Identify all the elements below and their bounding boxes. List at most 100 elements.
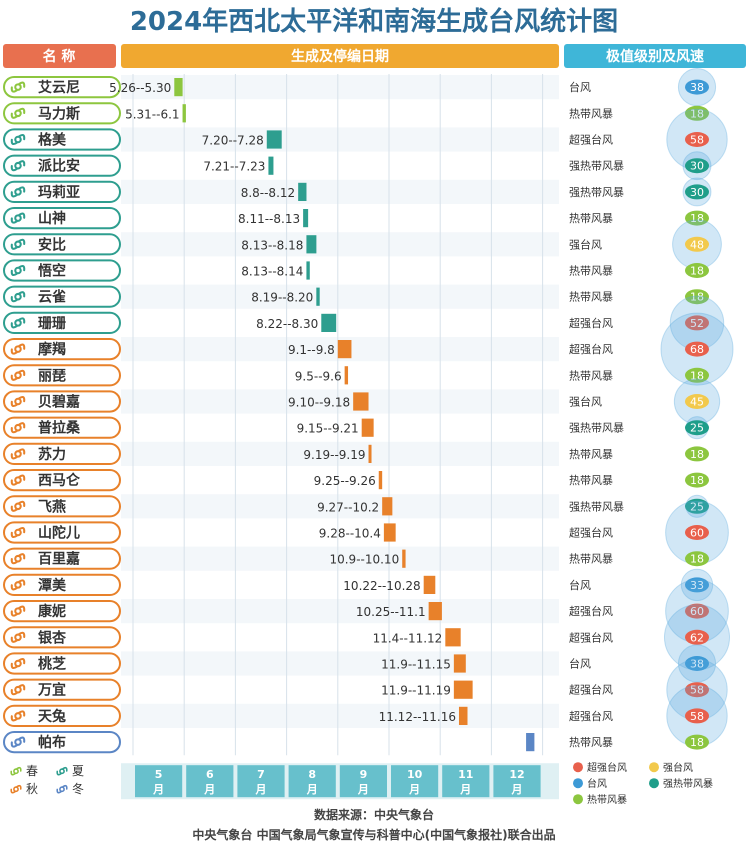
typhoon-name: 银杏 [38, 629, 67, 646]
date-range-label: 10.25--11.1 [356, 605, 426, 619]
duration-bar [268, 156, 274, 175]
row-background [121, 651, 559, 676]
level-label: 热带风暴 [569, 553, 613, 566]
speed-value: 45 [690, 396, 704, 409]
level-label: 超强台风 [569, 709, 613, 723]
speed-pill [685, 236, 709, 252]
duration-bar [182, 104, 186, 123]
level-label: 台风 [569, 657, 591, 671]
row-background [121, 677, 559, 702]
typhoon-name: 潭美 [38, 577, 67, 594]
date-range-label: 11.4--11.12 [373, 631, 443, 645]
date-range-label: 9.25--9.26 [314, 474, 376, 488]
header-dates: 生成及停编日期 [291, 48, 389, 65]
typhoon-name: 安比 [38, 236, 66, 253]
name-capsule [3, 573, 121, 596]
typhoon-icon [10, 657, 26, 670]
name-capsule [3, 678, 121, 701]
duration-bar [303, 209, 309, 228]
typhoon-icon [10, 631, 26, 643]
typhoon-icon-core [14, 581, 22, 589]
row-background [121, 494, 559, 519]
date-range-label: 9.5--9.6 [295, 369, 342, 383]
month-unit: 月 [152, 783, 164, 796]
row-background [121, 206, 559, 231]
typhoon-name: 丽琵 [38, 368, 66, 384]
name-capsule [3, 652, 121, 675]
typhoon-icon-arm [16, 766, 22, 772]
name-capsule [3, 600, 121, 623]
date-range-label: 8.11--8.13 [238, 212, 300, 226]
name-capsule [3, 128, 121, 151]
typhoon-icon-arm [10, 688, 18, 696]
typhoon-icon-arm [10, 636, 18, 643]
typhoon-icon-arm [10, 164, 18, 172]
typhoon-icon-arm [10, 505, 18, 512]
month-unit: 月 [203, 783, 215, 796]
level-label: 热带风暴 [569, 448, 613, 461]
typhoon-icon [10, 264, 26, 277]
typhoon-icon-core [14, 292, 22, 301]
typhoon-icon-arm [10, 295, 18, 303]
typhoon-icon-core [59, 768, 65, 775]
speed-pill [685, 446, 709, 462]
typhoon-icon-arm [18, 736, 26, 743]
typhoon-name: 苏力 [38, 446, 66, 463]
month-tick-box [339, 765, 387, 798]
typhoon-icon [10, 212, 26, 224]
level-label: 热带风暴 [569, 265, 613, 278]
typhoon-icon-core [14, 476, 22, 484]
speed-pill [685, 367, 709, 383]
typhoon-icon-arm [10, 191, 18, 198]
typhoon-icon-arm [18, 657, 26, 665]
typhoon-name: 派比安 [38, 158, 80, 175]
name-capsule [3, 207, 121, 230]
typhoon-icon-arm [62, 784, 68, 790]
name-capsule [3, 704, 121, 727]
typhoon-icon-arm [18, 553, 26, 560]
duration-bar [306, 261, 310, 280]
month-tick-box [442, 765, 490, 798]
typhoon-icon-arm [18, 291, 26, 298]
level-label: 强热带风暴 [569, 186, 624, 199]
speed-value: 38 [690, 658, 704, 671]
level-label: 超强台风 [569, 133, 613, 147]
typhoon-icon [10, 291, 26, 303]
header-level: 极值级别及风速 [606, 48, 704, 65]
speed-pill [685, 682, 709, 698]
date-range-label: 7.20--7.28 [202, 134, 264, 148]
name-capsule [3, 102, 121, 125]
speed-value: 18 [690, 736, 704, 749]
typhoon-icon-arm [18, 474, 26, 481]
name-capsule [3, 626, 121, 649]
duration-bar [266, 130, 282, 149]
speed-value: 18 [690, 107, 704, 120]
date-range-label: 5.31--6.1 [125, 107, 179, 121]
typhoon-icon-core [59, 786, 65, 793]
typhoon-icon-core [14, 135, 22, 144]
typhoon-icon-arm [18, 710, 26, 717]
speed-value: 48 [690, 238, 704, 251]
level-label: 热带风暴 [569, 212, 613, 225]
typhoon-icon-arm [10, 138, 18, 146]
speed-pill [685, 603, 709, 619]
typhoon-icon-arm [18, 395, 26, 403]
name-capsule [3, 311, 121, 334]
duration-bar [453, 680, 473, 699]
month-unit: 月 [255, 783, 267, 796]
typhoon-icon-arm [18, 448, 26, 455]
typhoon-icon-core [14, 371, 22, 380]
typhoon-icon-arm [10, 453, 18, 460]
bubbles-layer: 38 18 58 30 30 18 48 18 18 52 68 18 45 25 18 18 25 60 18 33… [660, 68, 734, 750]
typhoon-icon-arm [10, 770, 16, 776]
name-capsule [3, 547, 121, 570]
level-legend-label: 热带风暴 [587, 793, 627, 806]
typhoon-name: 天兔 [38, 708, 66, 725]
speed-pill [685, 525, 709, 540]
date-range-label: 7.21--7.23 [203, 160, 265, 174]
level-label: 强热带风暴 [569, 500, 624, 513]
month-unit: 月 [408, 783, 420, 796]
typhoon-icon [56, 766, 68, 776]
typhoon-name: 云雀 [38, 289, 66, 306]
